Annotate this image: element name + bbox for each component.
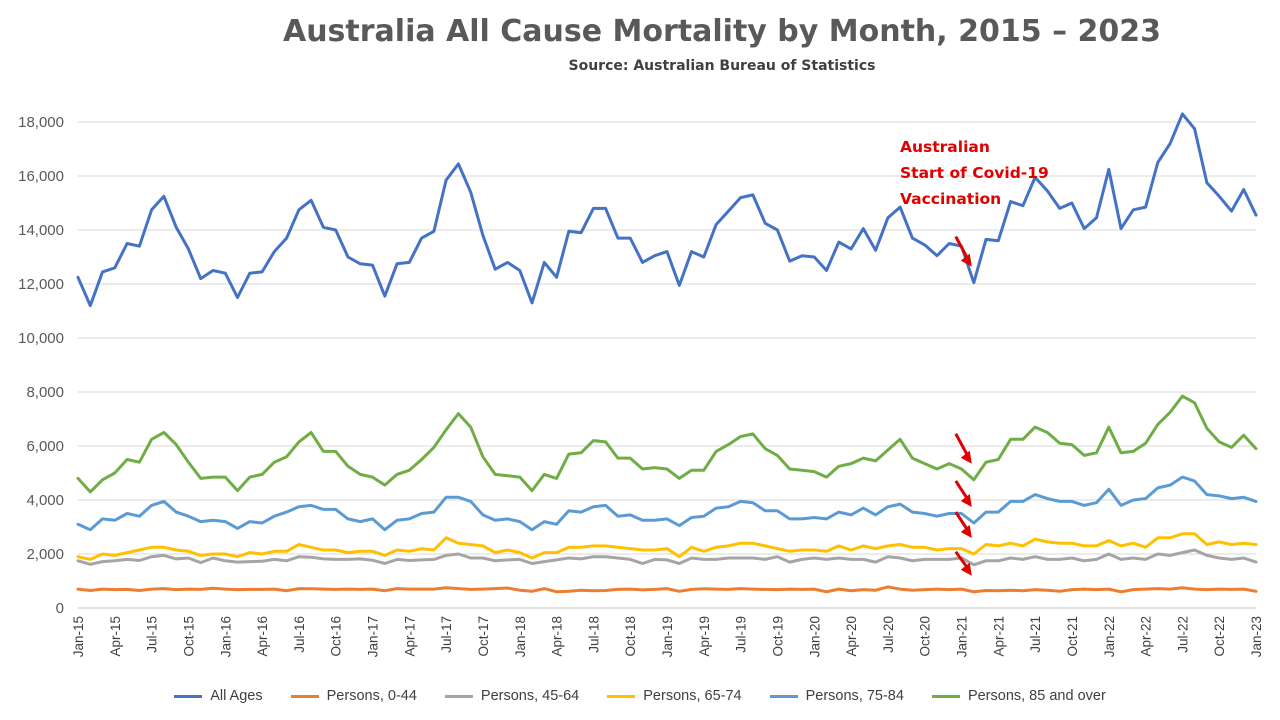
x-tick-label: Apr-15 bbox=[108, 616, 123, 657]
x-tick-label: Jul-16 bbox=[292, 616, 307, 653]
legend-label: Persons, 75-84 bbox=[805, 688, 904, 704]
series-line-persons-0-44 bbox=[76, 585, 1258, 594]
legend-swatch bbox=[444, 694, 473, 698]
chart-title: Australia All Cause Mortality by Month, … bbox=[282, 14, 1162, 49]
legend-label: All Ages bbox=[210, 688, 263, 704]
legend-swatch bbox=[290, 694, 319, 698]
legend-swatch bbox=[931, 694, 960, 698]
legend-swatch bbox=[607, 694, 636, 698]
x-tick-label: Apr-17 bbox=[402, 616, 417, 657]
y-tick-label: 16,000 bbox=[18, 168, 64, 185]
x-tick-label: Jul-21 bbox=[1028, 616, 1043, 653]
x-tick-label: Jan-23 bbox=[1249, 616, 1264, 657]
legend-item: Persons, 85 and over bbox=[931, 688, 1106, 704]
y-tick-label: 10,000 bbox=[18, 330, 64, 347]
legend-item: Persons, 0-44 bbox=[290, 688, 417, 704]
x-tick-label: Jan-22 bbox=[1102, 616, 1117, 657]
vaccination-annotation: Australian Start of Covid-19 Vaccination bbox=[900, 134, 1049, 212]
x-tick-label: Jan-15 bbox=[71, 616, 86, 657]
x-tick-label: Jan-16 bbox=[218, 616, 233, 657]
series-line-all-ages bbox=[76, 112, 1258, 308]
series-line-persons-65-74 bbox=[76, 532, 1258, 561]
x-tick-label: Oct-20 bbox=[918, 616, 933, 657]
annotation-arrow-head bbox=[960, 493, 972, 507]
y-tick-label: 8,000 bbox=[26, 384, 64, 401]
x-tick-label: Oct-21 bbox=[1065, 616, 1080, 657]
legend-item: Persons, 45-64 bbox=[444, 688, 580, 704]
legend-item: Persons, 65-74 bbox=[607, 688, 742, 704]
legend-swatch bbox=[174, 694, 203, 698]
x-tick-label: Apr-19 bbox=[697, 616, 712, 657]
x-tick-label: Jan-19 bbox=[660, 616, 675, 657]
y-tick-label: 6,000 bbox=[26, 438, 64, 455]
y-axis: 0 2,000 4,000 6,000 8,000 10,000 12,000 14,000 1… bbox=[18, 114, 64, 617]
x-tick-label: Jul-15 bbox=[145, 616, 160, 653]
x-tick-label: Jan-20 bbox=[807, 616, 822, 657]
y-tick-label: 14,000 bbox=[18, 222, 64, 239]
series-line-persons-75-84 bbox=[76, 475, 1258, 532]
legend-label: Persons, 45-64 bbox=[480, 688, 580, 704]
x-tick-label: Apr-21 bbox=[991, 616, 1006, 657]
legend-label: Persons, 85 and over bbox=[967, 688, 1106, 704]
y-tick-label: 4,000 bbox=[26, 492, 64, 509]
x-tick-label: Oct-19 bbox=[770, 616, 785, 657]
gridlines bbox=[78, 121, 1256, 609]
y-tick-label: 2,000 bbox=[26, 546, 64, 563]
legend-swatch bbox=[769, 694, 798, 698]
x-tick-label: Jul-22 bbox=[1175, 616, 1190, 653]
annotation-arrow-head bbox=[960, 450, 972, 464]
x-tick-label: Apr-22 bbox=[1139, 616, 1154, 657]
x-tick-label: Apr-18 bbox=[550, 616, 565, 657]
x-tick-label: Jul-20 bbox=[881, 616, 896, 653]
legend-item: All Ages bbox=[174, 688, 263, 704]
series-group bbox=[76, 112, 1258, 594]
x-tick-label: Oct-22 bbox=[1212, 616, 1227, 657]
x-tick-label: Jan-18 bbox=[513, 616, 528, 657]
x-tick-label: Jul-17 bbox=[439, 616, 454, 653]
y-tick-label: 18,000 bbox=[18, 114, 64, 131]
annotation-line-3: Vaccination bbox=[900, 190, 1002, 208]
annotation-line-2: Start of Covid-19 bbox=[900, 164, 1049, 182]
x-tick-label: Jan-21 bbox=[955, 616, 970, 657]
chart-subtitle: Source: Australian Bureau of Statistics bbox=[568, 58, 876, 74]
x-tick-label: Jul-19 bbox=[734, 616, 749, 653]
x-tick-label: Oct-18 bbox=[623, 616, 638, 657]
legend-label: Persons, 0-44 bbox=[326, 688, 417, 704]
x-tick-label: Apr-20 bbox=[844, 616, 859, 657]
annotation-arrow-head bbox=[960, 562, 972, 576]
x-tick-label: Oct-15 bbox=[181, 616, 196, 657]
series-line-persons-45-64 bbox=[76, 548, 1258, 567]
legend-label: Persons, 65-74 bbox=[643, 688, 742, 704]
annotation-arrows bbox=[954, 235, 972, 576]
legend-item: Persons, 75-84 bbox=[769, 688, 904, 704]
y-tick-label: 12,000 bbox=[18, 276, 64, 293]
legend: All Ages Persons, 0-44 Persons, 45-64 Perso… bbox=[0, 688, 1280, 704]
x-tick-label: Jan-17 bbox=[366, 616, 381, 657]
annotation-arrow-head bbox=[960, 525, 972, 538]
annotation-arrow-head bbox=[960, 253, 972, 267]
x-axis: Jan-15 Apr-15 Jul-15 Oct-15 Jan-16 Apr-16 Jul-… bbox=[71, 607, 1264, 657]
series-line-persons-85-and-over bbox=[76, 394, 1258, 494]
x-tick-label: Apr-16 bbox=[255, 616, 270, 657]
x-tick-label: Jul-18 bbox=[586, 616, 601, 653]
x-tick-label: Oct-16 bbox=[329, 616, 344, 657]
x-tick-label: Oct-17 bbox=[476, 616, 491, 657]
y-tick-label: 0 bbox=[56, 600, 64, 617]
annotation-line-1: Australian bbox=[900, 138, 990, 156]
